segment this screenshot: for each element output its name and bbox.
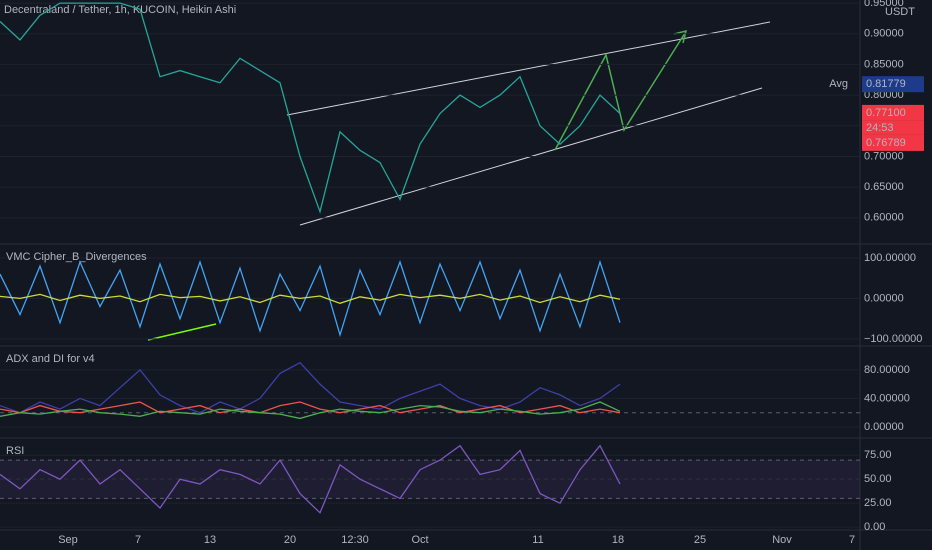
y-tick-label: 0.95000	[864, 0, 904, 9]
series-line	[0, 293, 621, 304]
y-tick-label: 0.65000	[864, 181, 904, 193]
price-marker-label: 0.76789	[866, 137, 906, 149]
x-tick-label: Sep	[58, 534, 78, 546]
y-tick-label: 40.00000	[864, 392, 910, 404]
y-tick-label: 100.00000	[864, 252, 916, 264]
y-tick-label: 50.00	[864, 473, 892, 485]
x-tick-label: 7	[849, 534, 855, 546]
series-line	[0, 259, 621, 338]
y-tick-label: 0.90000	[864, 28, 904, 40]
price-marker	[862, 104, 924, 121]
y-tick-label: 0.85000	[864, 58, 904, 70]
y-tick-label: 0.00000	[864, 292, 904, 304]
series-line	[0, 361, 621, 414]
x-tick-label: 20	[284, 534, 296, 546]
series-line	[0, 401, 621, 420]
marker-name: Avg	[829, 78, 848, 90]
price-marker-label: 0.77100	[866, 107, 906, 119]
x-tick-label: Oct	[411, 534, 428, 546]
y-tick-label: −100.00000	[864, 333, 922, 345]
currency-label: USDT	[885, 6, 915, 18]
x-tick-label: 7	[135, 534, 141, 546]
price-marker	[862, 76, 924, 93]
y-tick-label: 0.60000	[864, 212, 904, 224]
x-tick-label: Nov	[772, 534, 792, 546]
y-tick-label: 80.00000	[864, 364, 910, 376]
arrow-head	[673, 29, 688, 44]
panel-title: RSI	[6, 445, 24, 457]
x-tick-label: 18	[612, 534, 624, 546]
x-tick-label: 12:30	[341, 534, 369, 546]
countdown-label: 24:53	[866, 122, 894, 134]
series-line	[0, 2, 621, 214]
symbol-title: Decentraland / Tether, 1h, KUCOIN, Heiki…	[4, 4, 236, 16]
y-tick-label: 25.00	[864, 497, 892, 509]
projection-arrow	[554, 32, 686, 151]
y-tick-label: 0.00000	[864, 421, 904, 433]
series-line	[0, 444, 621, 514]
y-tick-label: 0.00	[864, 521, 885, 533]
countdown-box	[862, 120, 924, 135]
panel-title: VMC Cipher_B_Divergences	[6, 251, 147, 263]
price-marker	[862, 134, 924, 151]
price-marker-label: 0.81779	[866, 78, 906, 90]
x-tick-label: 11	[532, 534, 543, 546]
panel-title: ADX and DI for v4	[6, 353, 95, 365]
x-tick-label: 13	[204, 534, 216, 546]
trendline	[286, 21, 771, 116]
y-tick-label: 0.70000	[864, 150, 904, 162]
y-tick-label: 75.00	[864, 449, 892, 461]
divergence-line	[147, 323, 217, 341]
x-tick-label: 25	[694, 534, 706, 546]
